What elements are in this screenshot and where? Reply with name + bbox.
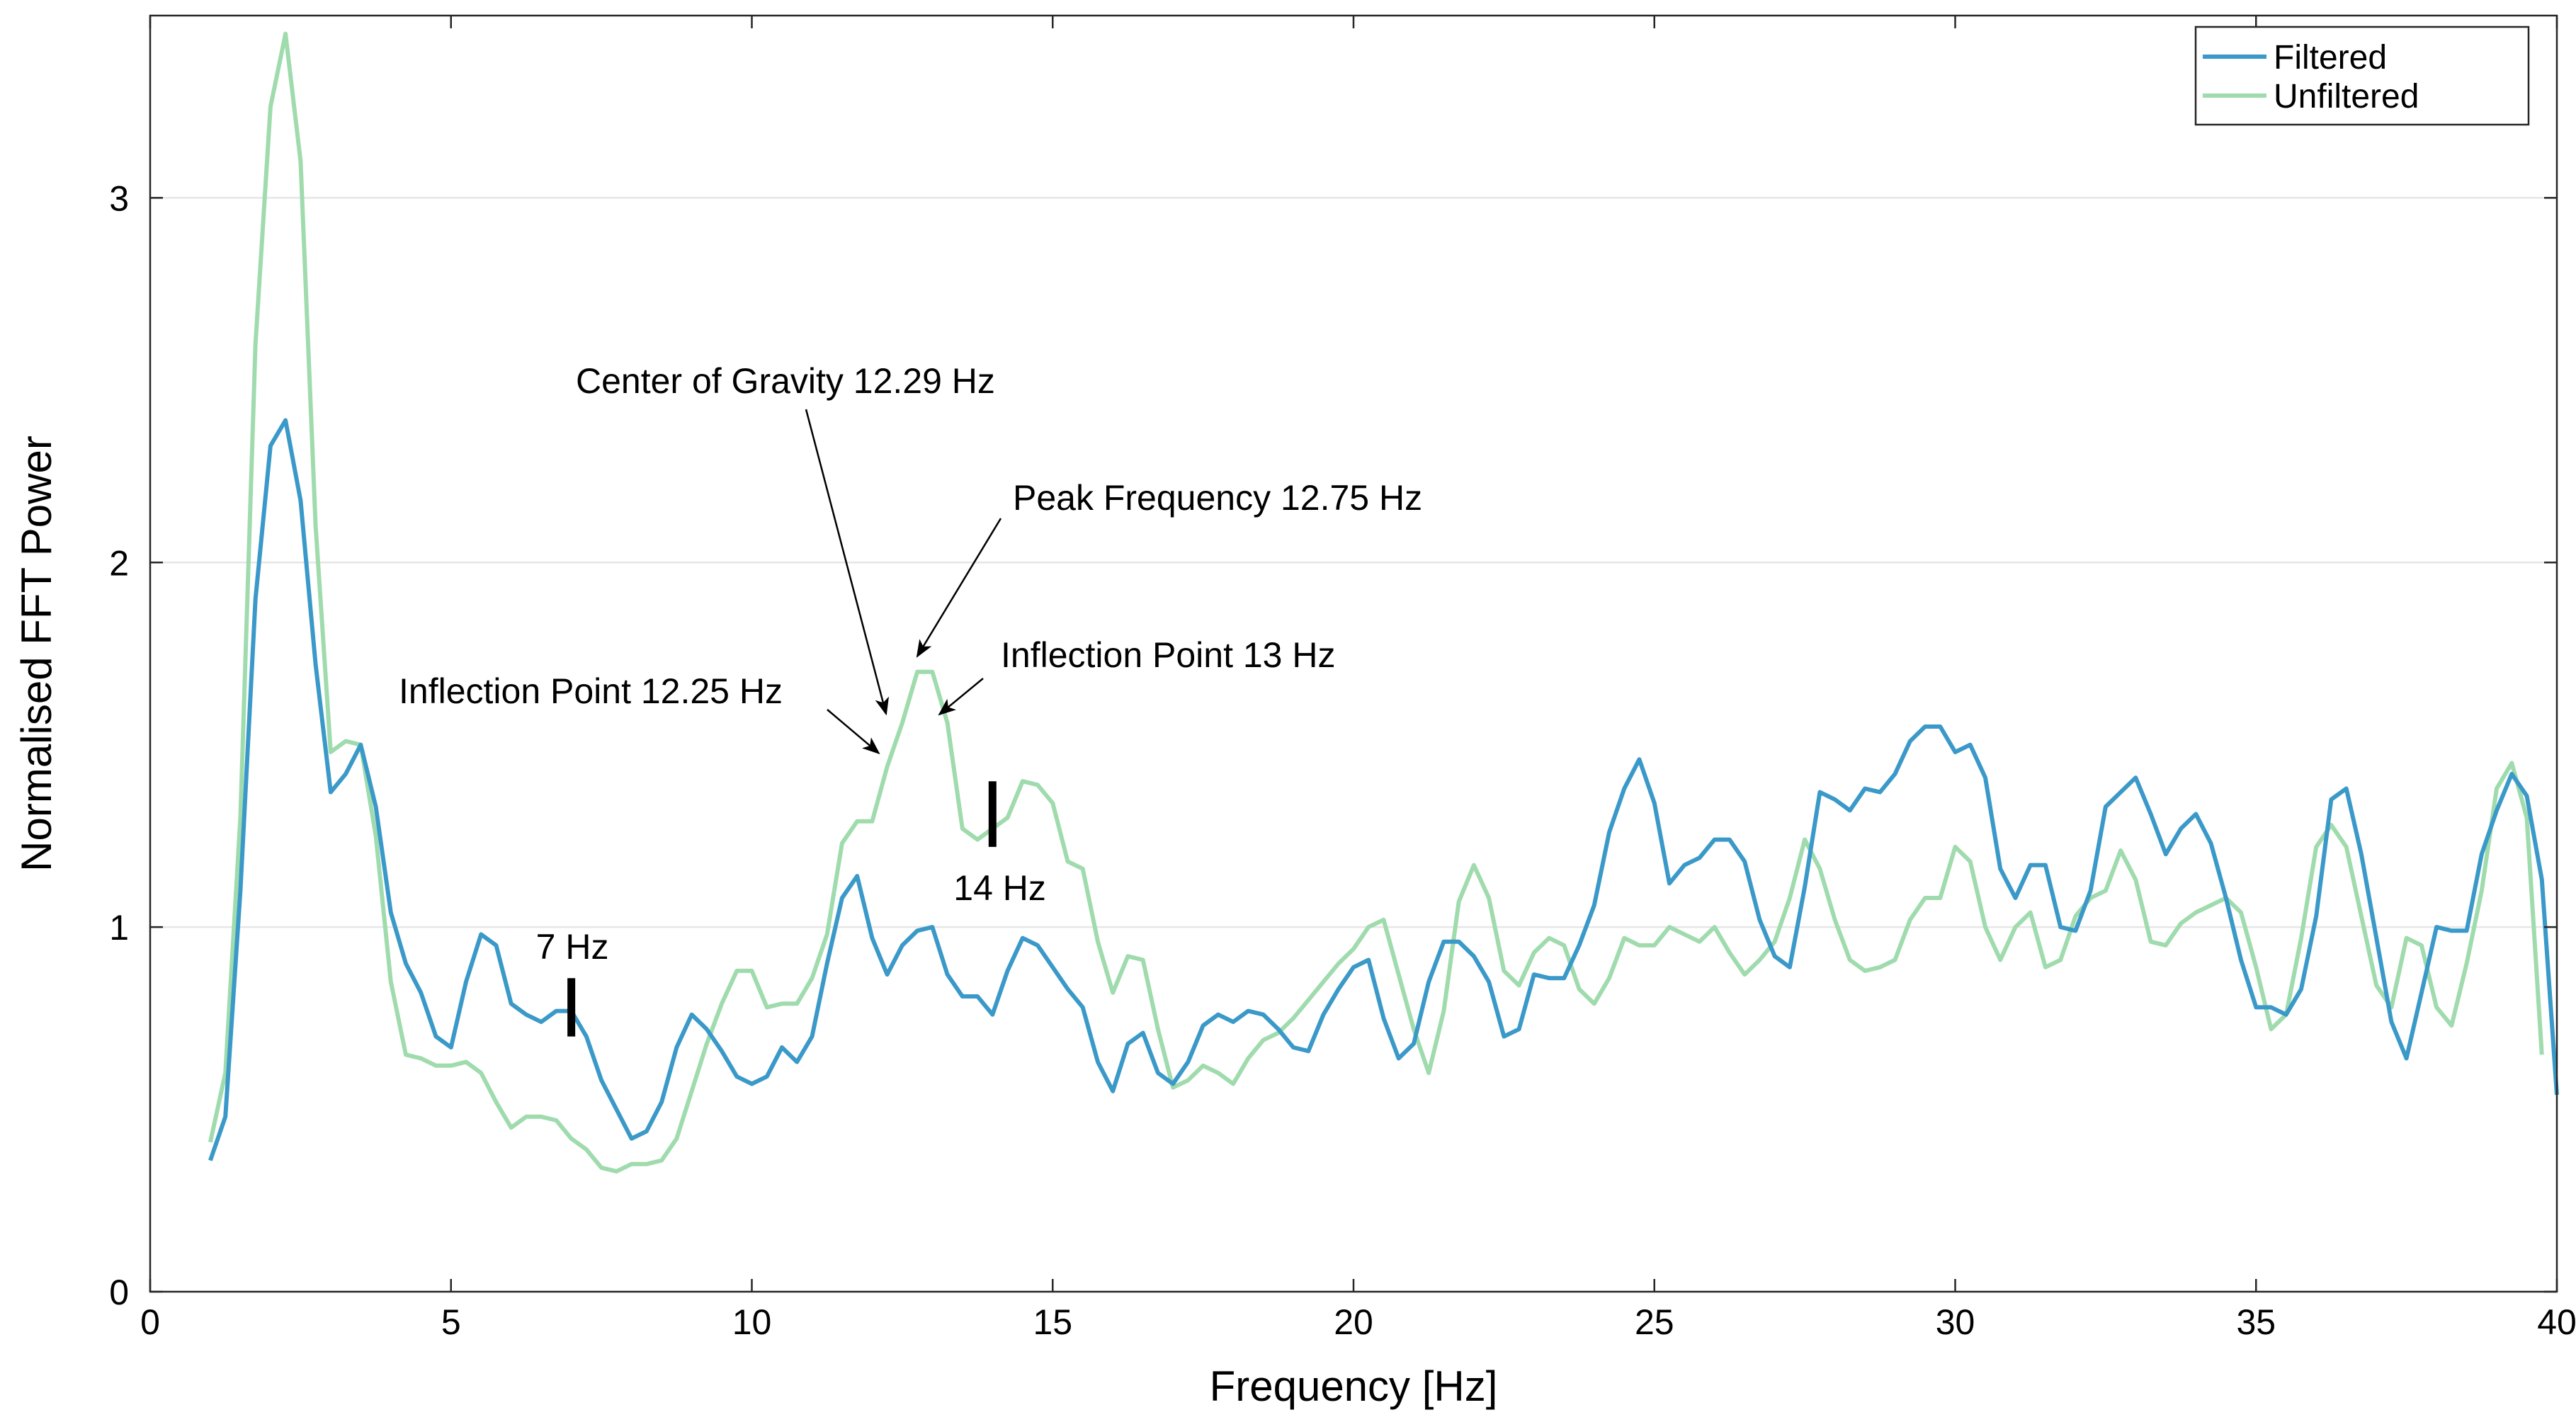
x-tick-label: 30 xyxy=(1936,1302,1975,1342)
axis-ticks: 0 5 10 15 20 25 30 35 40 0 1 2 3 xyxy=(109,16,2576,1342)
x-axis-label: Frequency [Hz] xyxy=(1210,1363,1498,1410)
legend-box xyxy=(2194,25,2530,126)
annotation-center-of-gravity-arrow xyxy=(805,409,889,716)
series-line-unfiltered xyxy=(208,31,2544,1174)
annotation-inflection-12-25-arrow xyxy=(827,709,880,755)
legend-label-filtered: Filtered xyxy=(2274,39,2387,76)
x-tick-label: 25 xyxy=(1635,1302,1674,1342)
legend-label-unfiltered: Unfiltered xyxy=(2274,78,2419,115)
y-tick-label: 2 xyxy=(109,543,129,583)
x-tick-label: 10 xyxy=(732,1302,772,1342)
annotations: Center of Gravity 12.29 Hz Peak Frequency… xyxy=(399,361,1422,755)
annotation-inflection-13-label: Inflection Point 13 Hz xyxy=(1001,635,1336,675)
x-tick-label: 40 xyxy=(2537,1302,2576,1342)
annotation-center-of-gravity-label: Center of Gravity 12.29 Hz xyxy=(576,361,995,401)
y-axis-label: Normalised FFT Power xyxy=(13,436,60,872)
x-tick-label: 20 xyxy=(1334,1302,1373,1342)
annotation-inflection-13-arrow xyxy=(938,678,984,716)
y-tick-label: 3 xyxy=(109,178,129,218)
marker-label-7hz: 7 Hz xyxy=(536,927,609,967)
y-tick-label: 0 xyxy=(109,1273,129,1312)
grid-lines xyxy=(150,197,2557,928)
annotation-inflection-12-25-label: Inflection Point 12.25 Hz xyxy=(399,671,783,711)
x-tick-label: 35 xyxy=(2236,1302,2276,1342)
x-tick-label: 0 xyxy=(140,1302,160,1342)
y-tick-label: 1 xyxy=(109,908,129,948)
marker-label-14hz: 14 Hz xyxy=(953,868,1046,908)
annotation-peak-frequency-arrow xyxy=(916,518,1002,658)
series-lines xyxy=(208,31,2559,1174)
frequency-markers: 7 Hz 14 Hz xyxy=(536,781,1046,1037)
annotation-peak-frequency-label: Peak Frequency 12.75 Hz xyxy=(1013,478,1422,518)
x-tick-label: 5 xyxy=(441,1302,461,1342)
series-line-filtered xyxy=(208,418,2559,1161)
x-tick-label: 15 xyxy=(1033,1302,1072,1342)
